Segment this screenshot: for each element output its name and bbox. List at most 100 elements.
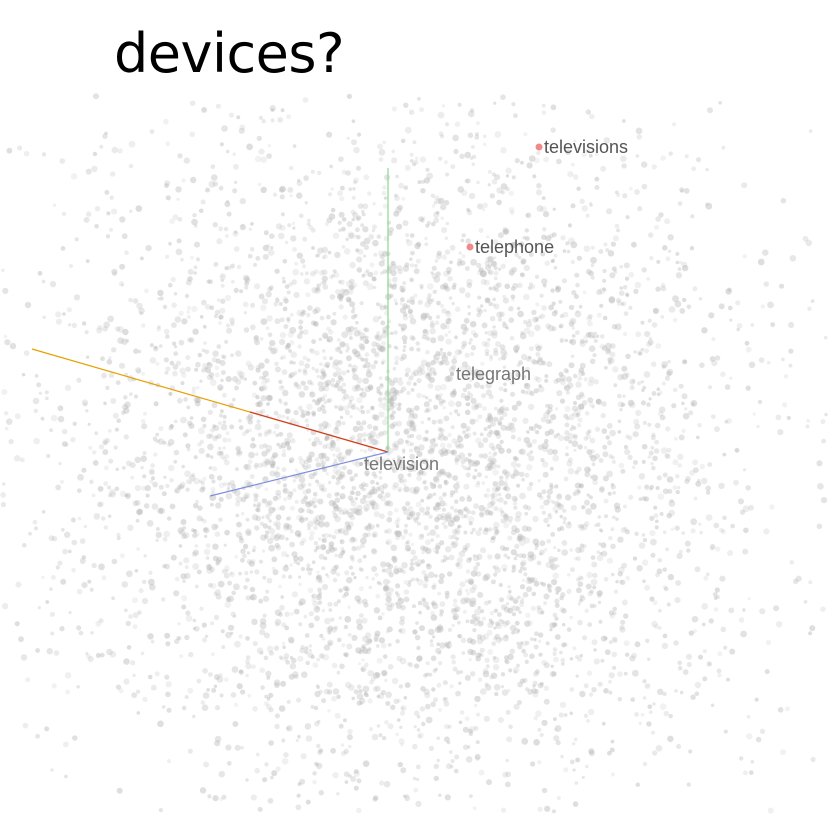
background-point bbox=[526, 162, 533, 169]
background-point bbox=[641, 559, 649, 566]
background-point bbox=[609, 272, 616, 279]
background-point bbox=[186, 405, 191, 410]
background-point bbox=[514, 620, 520, 626]
background-point bbox=[336, 453, 341, 459]
background-point bbox=[496, 282, 502, 288]
background-point bbox=[265, 589, 270, 594]
background-point bbox=[235, 501, 241, 507]
background-point bbox=[162, 564, 167, 569]
background-point bbox=[234, 180, 238, 184]
background-point bbox=[460, 238, 465, 243]
background-point bbox=[239, 375, 244, 380]
background-point bbox=[409, 335, 415, 341]
point-television[interactable]: television bbox=[359, 454, 439, 474]
background-point bbox=[279, 534, 285, 540]
point-television-marker[interactable] bbox=[359, 462, 363, 466]
background-point bbox=[574, 310, 582, 318]
background-point bbox=[333, 384, 338, 389]
background-point bbox=[484, 341, 491, 348]
background-point bbox=[387, 643, 392, 647]
background-point bbox=[244, 479, 251, 487]
background-point bbox=[198, 479, 203, 483]
background-point bbox=[226, 760, 232, 766]
background-point bbox=[589, 358, 596, 365]
background-point bbox=[391, 555, 398, 562]
point-telephone-marker[interactable] bbox=[466, 243, 474, 251]
background-point bbox=[504, 659, 510, 665]
background-point bbox=[134, 485, 141, 492]
background-point bbox=[365, 524, 372, 532]
background-point bbox=[375, 672, 381, 678]
background-point bbox=[118, 688, 124, 694]
background-point bbox=[100, 356, 105, 362]
background-point bbox=[788, 321, 795, 329]
background-point bbox=[449, 490, 456, 496]
point-telegraph-marker[interactable] bbox=[450, 372, 454, 376]
background-point bbox=[351, 195, 356, 200]
background-point bbox=[493, 430, 499, 436]
point-telephone[interactable]: telephone bbox=[466, 237, 555, 257]
background-point bbox=[501, 689, 509, 696]
background-point bbox=[644, 683, 651, 689]
background-point bbox=[418, 610, 422, 615]
background-point bbox=[612, 366, 619, 373]
background-point bbox=[468, 341, 472, 345]
background-point bbox=[495, 433, 502, 439]
background-point bbox=[519, 601, 525, 608]
point-televisions[interactable]: televisions bbox=[535, 137, 629, 157]
background-point bbox=[483, 142, 487, 147]
background-point bbox=[617, 697, 622, 702]
background-point bbox=[348, 187, 353, 192]
background-point bbox=[449, 391, 457, 398]
background-point bbox=[599, 343, 606, 350]
background-point bbox=[168, 425, 174, 431]
point-televisions-marker[interactable] bbox=[535, 143, 543, 151]
point-telegraph[interactable]: telegraph bbox=[450, 364, 531, 384]
background-point bbox=[391, 677, 399, 685]
background-point bbox=[553, 557, 558, 562]
background-point bbox=[522, 591, 529, 598]
background-point bbox=[421, 334, 427, 340]
background-point bbox=[358, 586, 364, 592]
background-point bbox=[355, 508, 363, 516]
background-point bbox=[297, 556, 304, 562]
background-point bbox=[193, 529, 198, 533]
background-point bbox=[462, 726, 469, 733]
background-point bbox=[475, 437, 482, 444]
background-point bbox=[531, 426, 536, 432]
background-point bbox=[442, 680, 448, 686]
background-point bbox=[408, 109, 415, 115]
background-point bbox=[586, 449, 593, 455]
background-point bbox=[510, 549, 517, 556]
background-point bbox=[486, 462, 493, 469]
background-point bbox=[67, 323, 72, 327]
background-point bbox=[650, 552, 656, 558]
background-point bbox=[548, 512, 552, 517]
background-point bbox=[496, 311, 503, 318]
background-point bbox=[609, 429, 616, 437]
background-point bbox=[380, 271, 384, 275]
background-point bbox=[337, 372, 342, 377]
background-point bbox=[257, 182, 262, 187]
background-point bbox=[723, 729, 728, 734]
background-point bbox=[408, 412, 415, 418]
background-point bbox=[197, 442, 202, 447]
background-point bbox=[324, 222, 329, 227]
background-point bbox=[152, 481, 158, 488]
background-point bbox=[783, 374, 789, 379]
background-point bbox=[656, 568, 663, 575]
background-point bbox=[318, 337, 322, 341]
background-point bbox=[262, 523, 268, 529]
background-point bbox=[288, 574, 293, 580]
background-point bbox=[155, 432, 160, 437]
background-point bbox=[317, 407, 322, 412]
background-point bbox=[169, 360, 175, 366]
background-point bbox=[218, 321, 223, 325]
background-point bbox=[157, 507, 164, 514]
background-point bbox=[338, 211, 345, 218]
background-point bbox=[372, 672, 380, 679]
background-point bbox=[562, 249, 567, 253]
background-point bbox=[482, 528, 489, 536]
background-point bbox=[70, 173, 78, 180]
